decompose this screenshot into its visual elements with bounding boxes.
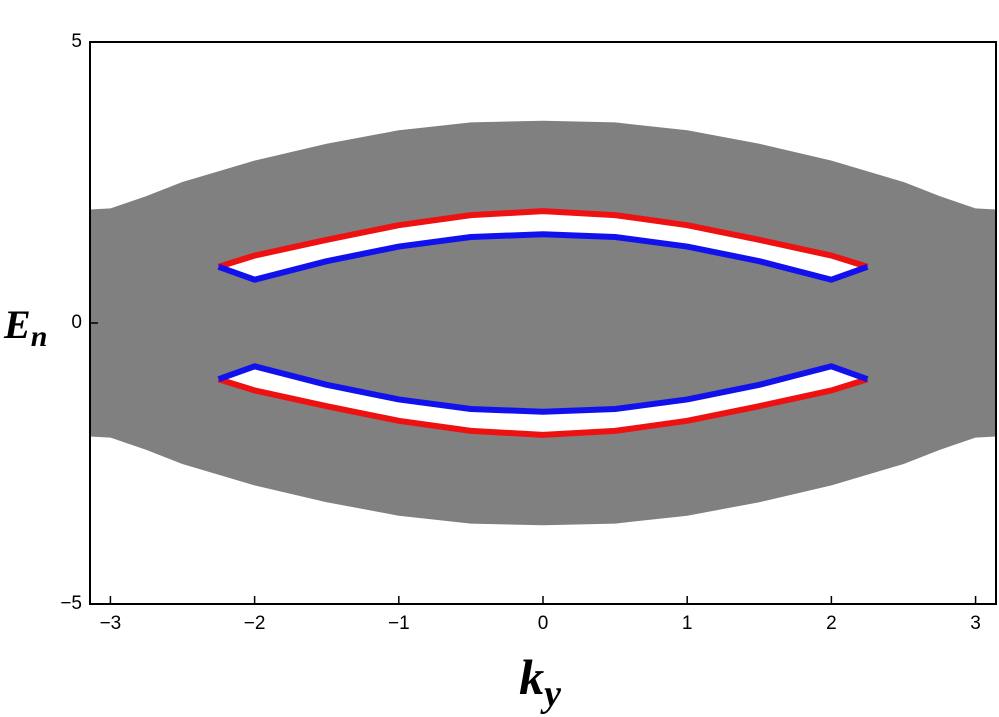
x-label-main: k (519, 649, 544, 705)
series-line (89, 435, 997, 526)
y-tick-label: −5 (60, 593, 82, 614)
series-line (217, 208, 869, 270)
y-tick-label: 0 (71, 312, 82, 333)
x-tick-label: −1 (388, 613, 410, 634)
series-line (217, 363, 869, 415)
band-fill (90, 121, 996, 525)
x-tick-label: 1 (682, 613, 693, 634)
series-line (217, 231, 869, 283)
x-label-sub: y (540, 673, 561, 715)
y-axis-label: En (3, 302, 47, 353)
x-tick-label: 3 (970, 613, 981, 634)
x-axis-label: ky (519, 649, 561, 715)
x-tick-label: −3 (100, 613, 122, 634)
y-label-sub: n (31, 320, 48, 353)
y-label-main: E (3, 302, 31, 347)
band-fill (218, 366, 868, 435)
y-tick-label: 5 (71, 31, 82, 52)
series-line (217, 376, 869, 438)
series-line (89, 120, 997, 211)
band-fill (218, 211, 868, 280)
x-tick-label: −2 (244, 613, 266, 634)
x-tick-label: 2 (826, 613, 837, 634)
x-tick-label: 0 (538, 613, 549, 634)
